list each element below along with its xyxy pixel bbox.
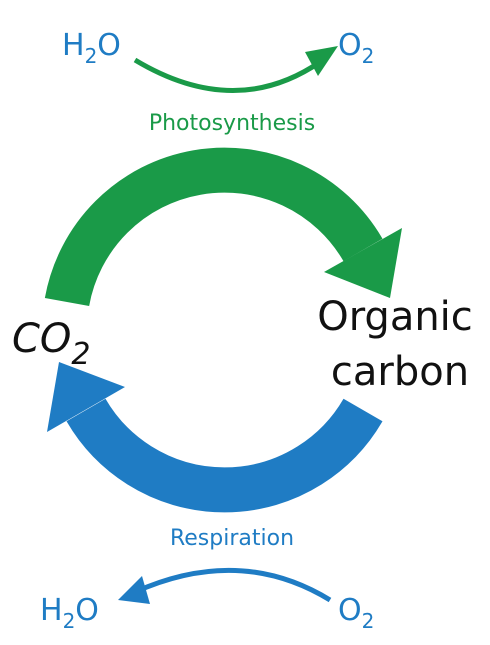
subscript: 2 bbox=[63, 609, 76, 633]
subscript: 2 bbox=[85, 44, 98, 68]
subscript: 2 bbox=[362, 609, 375, 633]
subscript: 2 bbox=[71, 337, 90, 372]
text: O bbox=[75, 593, 99, 628]
arrowhead bbox=[305, 46, 338, 76]
text: O bbox=[338, 593, 362, 628]
right-node-line: carbon bbox=[331, 349, 469, 395]
respiration-small-arrow bbox=[133, 567, 332, 603]
arrowhead bbox=[324, 228, 402, 298]
photosynthesis-output: O2 bbox=[338, 28, 374, 68]
respiration-arc bbox=[66, 398, 383, 513]
text: CO bbox=[12, 316, 71, 362]
photosynthesis-small-arrow bbox=[133, 57, 322, 93]
text: O bbox=[338, 28, 362, 63]
subscript: 2 bbox=[362, 44, 375, 68]
photosynthesis-input: H2O bbox=[62, 28, 121, 68]
right-node-line: Organic bbox=[317, 294, 473, 340]
text: O bbox=[97, 28, 121, 63]
respiration-output: H2O bbox=[40, 593, 99, 633]
left-node: CO2 bbox=[12, 316, 91, 372]
photosynthesis-arc bbox=[44, 147, 383, 307]
text: H bbox=[40, 593, 63, 628]
photosynthesis-label: Photosynthesis bbox=[149, 111, 315, 136]
arrowhead bbox=[47, 362, 125, 432]
respiration-input: O2 bbox=[338, 593, 374, 633]
arrowhead bbox=[118, 576, 150, 604]
respiration-label: Respiration bbox=[170, 526, 294, 551]
text: H bbox=[62, 28, 85, 63]
